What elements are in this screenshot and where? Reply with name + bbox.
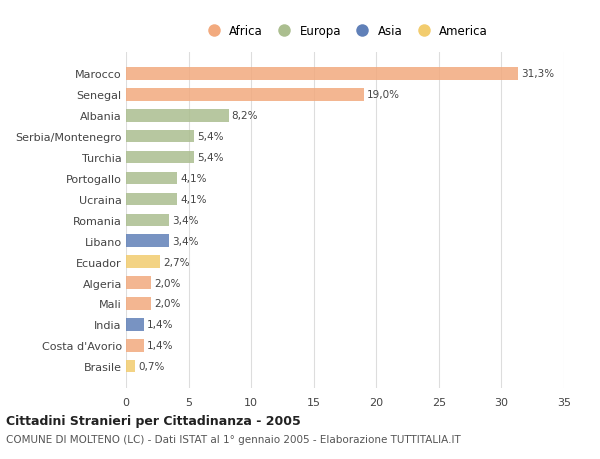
- Bar: [126, 214, 169, 227]
- Bar: [126, 89, 364, 101]
- Bar: [126, 297, 151, 310]
- Bar: [126, 256, 160, 269]
- Text: 2,0%: 2,0%: [154, 299, 181, 309]
- Text: 5,4%: 5,4%: [197, 153, 223, 163]
- Bar: [126, 319, 143, 331]
- Bar: [126, 131, 194, 143]
- Text: 5,4%: 5,4%: [197, 132, 223, 142]
- Bar: [126, 110, 229, 122]
- Text: 3,4%: 3,4%: [172, 236, 198, 246]
- Text: 1,4%: 1,4%: [146, 319, 173, 330]
- Bar: [126, 360, 135, 373]
- Text: COMUNE DI MOLTENO (LC) - Dati ISTAT al 1° gennaio 2005 - Elaborazione TUTTITALIA: COMUNE DI MOLTENO (LC) - Dati ISTAT al 1…: [6, 434, 461, 443]
- Bar: [126, 339, 143, 352]
- Text: 0,7%: 0,7%: [138, 361, 164, 371]
- Bar: [126, 193, 178, 206]
- Text: 4,1%: 4,1%: [181, 195, 207, 204]
- Text: 31,3%: 31,3%: [521, 69, 554, 79]
- Text: 3,4%: 3,4%: [172, 215, 198, 225]
- Bar: [126, 172, 178, 185]
- Text: Cittadini Stranieri per Cittadinanza - 2005: Cittadini Stranieri per Cittadinanza - 2…: [6, 414, 301, 428]
- Legend: Africa, Europa, Asia, America: Africa, Europa, Asia, America: [197, 20, 493, 43]
- Bar: [126, 277, 151, 289]
- Text: 19,0%: 19,0%: [367, 90, 400, 100]
- Text: 1,4%: 1,4%: [146, 341, 173, 351]
- Bar: [126, 151, 194, 164]
- Bar: [126, 235, 169, 247]
- Text: 4,1%: 4,1%: [181, 174, 207, 184]
- Text: 2,0%: 2,0%: [154, 278, 181, 288]
- Text: 2,7%: 2,7%: [163, 257, 190, 267]
- Text: 8,2%: 8,2%: [232, 111, 258, 121]
- Bar: [126, 68, 518, 80]
